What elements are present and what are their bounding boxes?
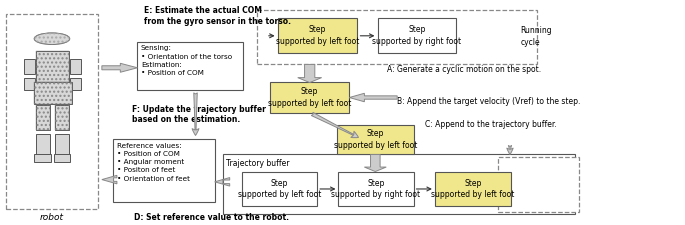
Bar <box>337 125 414 154</box>
Bar <box>338 172 414 205</box>
Bar <box>6 14 99 209</box>
Polygon shape <box>298 64 322 83</box>
Bar <box>377 18 456 53</box>
Bar <box>36 51 69 82</box>
Text: Step
supported by left foot: Step supported by left foot <box>432 179 514 199</box>
Text: Step
supported by right foot: Step supported by right foot <box>332 179 421 199</box>
Bar <box>34 82 72 104</box>
Text: Step
supported by right foot: Step supported by right foot <box>373 25 462 46</box>
Text: Step
supported by left foot: Step supported by left foot <box>275 25 359 46</box>
Text: A: Generate a cyclic motion on the spot.: A: Generate a cyclic motion on the spot. <box>387 65 541 74</box>
Bar <box>36 105 50 130</box>
Bar <box>71 59 82 74</box>
Text: Running
cycle: Running cycle <box>520 26 552 47</box>
Polygon shape <box>364 155 386 171</box>
Text: B: Append the target velocity (Vref) to the step.: B: Append the target velocity (Vref) to … <box>397 97 581 106</box>
Bar <box>36 51 69 82</box>
Text: Trajectory buffer: Trajectory buffer <box>226 160 290 169</box>
Bar <box>223 154 575 214</box>
Polygon shape <box>102 175 117 184</box>
Text: Step
supported by left foot: Step supported by left foot <box>334 129 417 150</box>
Text: Step
supported by left foot: Step supported by left foot <box>268 87 351 108</box>
Bar <box>55 105 69 130</box>
Text: Reference values:
• Position of COM
• Angular moment
• Positon of feet
• Orienta: Reference values: • Position of COM • An… <box>117 143 190 182</box>
Bar <box>271 82 349 112</box>
Bar <box>34 82 72 104</box>
Polygon shape <box>349 93 397 102</box>
Text: robot: robot <box>40 213 64 222</box>
Polygon shape <box>102 63 138 72</box>
Bar <box>24 78 35 90</box>
Bar <box>436 172 511 205</box>
Bar <box>71 78 82 90</box>
Circle shape <box>34 33 70 45</box>
Bar <box>34 154 51 162</box>
Bar <box>36 134 50 154</box>
Bar <box>55 134 69 154</box>
Bar <box>499 157 579 212</box>
Text: D: Set reference value to the robot.: D: Set reference value to the robot. <box>134 213 289 222</box>
Bar <box>138 42 243 90</box>
Bar <box>257 10 537 64</box>
Text: Step
supported by left foot: Step supported by left foot <box>238 179 321 199</box>
Text: Sensing:
• Orientation of the torso
Estimation:
• Position of COM: Sensing: • Orientation of the torso Esti… <box>141 45 232 76</box>
Bar <box>278 18 356 53</box>
Bar <box>55 105 69 130</box>
Text: F: Update the trajectory buffer
based on the estimation.: F: Update the trajectory buffer based on… <box>132 105 266 124</box>
Bar <box>242 172 317 205</box>
Polygon shape <box>214 178 229 186</box>
Bar <box>54 154 71 162</box>
Bar <box>24 59 35 74</box>
Bar <box>114 139 214 202</box>
Text: E: Estimate the actual COM
from the gyro sensor in the torso.: E: Estimate the actual COM from the gyro… <box>145 6 291 26</box>
Bar <box>36 105 50 130</box>
Text: C: Append to the trajectory buffer.: C: Append to the trajectory buffer. <box>425 120 556 129</box>
